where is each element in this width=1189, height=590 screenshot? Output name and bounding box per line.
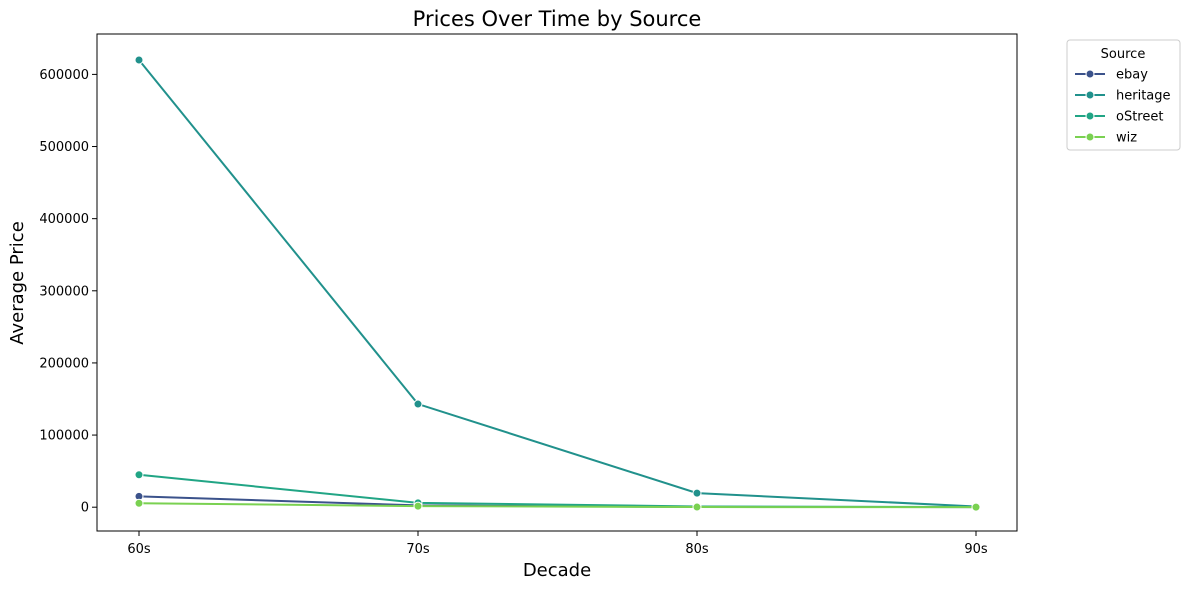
legend-items: ebay heritage oStreet wiz [1075, 68, 1171, 146]
y-tick-label: 500000 [39, 140, 89, 155]
chart-title: Prices Over Time by Source [413, 7, 702, 31]
y-tick-label: 200000 [39, 356, 89, 371]
legend-label: ebay [1116, 68, 1148, 83]
data-point-oStreet [134, 470, 144, 480]
y-axis-label: Average Price [7, 221, 28, 345]
data-point-wiz [134, 498, 144, 508]
y-tick-label: 300000 [39, 284, 89, 299]
legend-label: oStreet [1116, 110, 1163, 125]
x-axis: 60s 70s 80s 90s [127, 531, 988, 557]
series-wiz [134, 498, 981, 512]
legend-item-ebay: ebay [1075, 68, 1148, 83]
legend-item-oStreet: oStreet [1075, 110, 1163, 125]
x-tick-label: 70s [406, 542, 430, 557]
legend-swatch-marker [1085, 111, 1095, 121]
x-tick-label: 90s [964, 542, 988, 557]
legend-item-wiz: wiz [1075, 131, 1137, 146]
y-tick-label: 100000 [39, 429, 89, 444]
y-tick-label: 600000 [39, 68, 89, 83]
series-line-wiz [138, 502, 977, 509]
legend-title: Source [1101, 47, 1146, 62]
x-tick-label: 60s [127, 542, 151, 557]
legend-swatch-marker [1085, 90, 1095, 100]
legend-item-heritage: heritage [1075, 89, 1171, 104]
data-point-wiz [692, 502, 702, 512]
legend-label: heritage [1116, 89, 1171, 104]
legend-swatch-marker [1085, 69, 1095, 79]
data-point-heritage [413, 399, 423, 409]
plot-area [96, 33, 1018, 532]
y-tick-label: 400000 [39, 212, 89, 227]
y-axis: 0 100000 200000 300000 400000 500000 600000 [39, 68, 97, 516]
legend-label: wiz [1116, 131, 1137, 146]
plot-frame [96, 33, 1018, 532]
data-point-heritage [134, 55, 144, 65]
y-tick-label: 0 [81, 501, 89, 516]
legend: Source ebay heritage oStreet wiz [1066, 39, 1181, 151]
data-point-wiz [413, 501, 423, 511]
x-axis-label: Decade [523, 560, 591, 581]
series-layer [134, 55, 981, 512]
data-point-heritage [692, 488, 702, 498]
x-tick-label: 80s [685, 542, 709, 557]
legend-box [1066, 39, 1181, 151]
legend-swatch-marker [1085, 132, 1095, 142]
data-point-wiz [971, 502, 981, 512]
series-line-heritage [138, 59, 977, 508]
